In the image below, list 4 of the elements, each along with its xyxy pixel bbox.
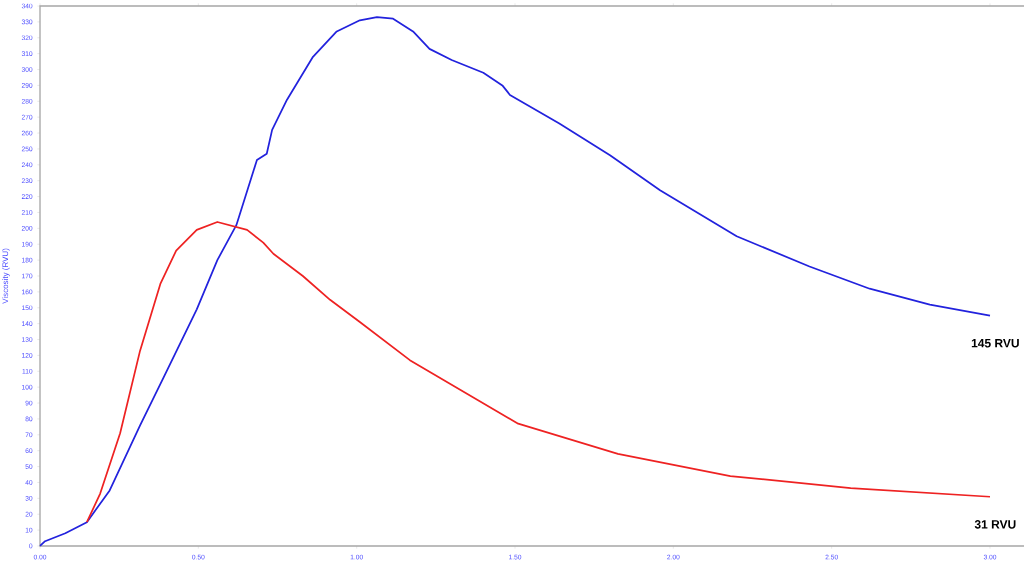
- annotation: 145 RVU: [971, 339, 1019, 348]
- line-series: [39, 16, 991, 547]
- annotation: 31 RVU: [974, 520, 1016, 529]
- y-axis-title: Viscosity (RVU): [2, 248, 10, 304]
